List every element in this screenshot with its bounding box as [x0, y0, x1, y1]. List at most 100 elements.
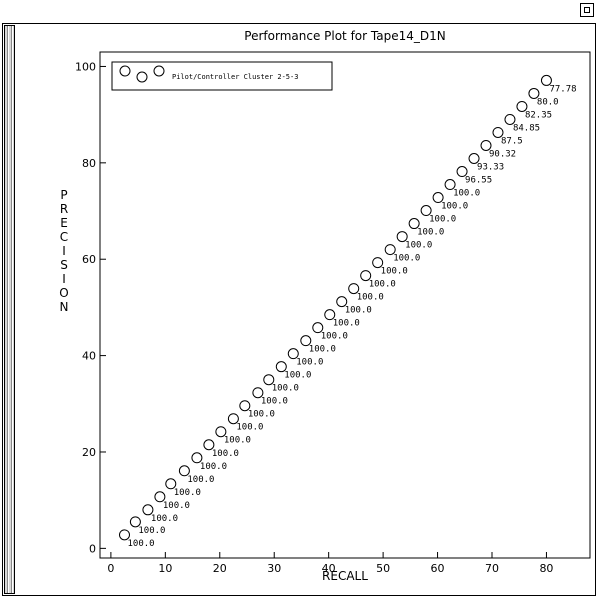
data-point [348, 283, 360, 295]
data-point [227, 413, 239, 425]
data-point-label: 80.0 [537, 97, 559, 107]
data-point [444, 179, 456, 191]
data-point-label: 100.0 [163, 501, 190, 511]
y-tick-label: 60 [82, 253, 96, 266]
data-point-label: 100.0 [357, 293, 384, 303]
y-tick-label: 20 [82, 446, 96, 459]
window-restore-icon[interactable] [580, 3, 594, 17]
data-point-label: 93.33 [477, 163, 504, 173]
x-tick-label: 40 [322, 562, 336, 575]
data-point-label: 100.0 [321, 332, 348, 342]
data-point [129, 516, 141, 528]
data-point-label: 100.0 [224, 436, 251, 446]
y-axis-title-letter: S [60, 258, 68, 272]
data-point-label: 100.0 [393, 254, 420, 264]
data-point [456, 166, 468, 178]
data-point-label: 100.0 [236, 423, 263, 433]
data-point [480, 139, 492, 151]
window-restore-icon-inner [584, 7, 590, 13]
data-point [492, 126, 504, 138]
data-point-label: 82.35 [525, 110, 552, 120]
data-point [203, 439, 215, 451]
data-point [142, 504, 154, 516]
x-tick-label: 20 [213, 562, 227, 575]
x-tick-label: 30 [267, 562, 281, 575]
data-point-label: 100.0 [212, 449, 239, 459]
data-point [408, 218, 420, 230]
data-point [360, 270, 372, 282]
data-point [468, 153, 480, 165]
data-point-label: 100.0 [441, 202, 468, 212]
data-point-label: 100.0 [405, 241, 432, 251]
data-point-label: 100.0 [429, 215, 456, 225]
y-axis-title-letter: I [62, 244, 66, 258]
data-point [191, 452, 203, 464]
plot-area [99, 51, 591, 559]
y-axis-title-letter: I [62, 272, 66, 286]
legend-box [111, 61, 333, 91]
data-point-label: 100.0 [296, 358, 323, 368]
data-point-label: 90.32 [489, 149, 516, 159]
data-point-label: 100.0 [174, 488, 201, 498]
data-point-label: 84.85 [513, 123, 540, 133]
x-tick-label: 10 [158, 562, 172, 575]
x-tick-label: 70 [485, 562, 499, 575]
data-point-label: 100.0 [128, 539, 155, 549]
axis-ticks: 0 10 20 30 40 50 60 70 80 0 20 40 60 80 100 [75, 60, 553, 575]
data-point [252, 387, 264, 399]
window-side-scrollbar[interactable] [4, 25, 15, 594]
y-axis-title-letter: N [60, 300, 69, 314]
y-axis-title-letter: O [59, 286, 68, 300]
plot-window-frame [2, 23, 596, 596]
legend-label: Pilot/Controller Cluster 2-5-3 [172, 73, 298, 81]
data-point-label: 87.5 [501, 136, 523, 146]
data-point-label: 100.0 [381, 267, 408, 277]
data-point [396, 231, 408, 243]
data-point [178, 465, 190, 477]
y-tick-label: 0 [89, 542, 96, 555]
y-axis-title-letter: E [60, 216, 68, 230]
data-point-label: 100.0 [345, 306, 372, 316]
data-point [420, 205, 432, 217]
x-tick-label: 60 [431, 562, 445, 575]
data-point [275, 361, 287, 373]
y-axis-title-letter: R [60, 202, 68, 216]
y-tick-label: 100 [75, 60, 96, 73]
legend-marker [136, 71, 148, 83]
chart-title: Performance Plot for Tape14_D1N [244, 29, 445, 43]
x-axis-title: RECALL [322, 569, 368, 583]
data-point [384, 244, 396, 256]
x-tick-label: 50 [376, 562, 390, 575]
y-axis-title-letter: C [60, 230, 68, 244]
data-point-label: 100.0 [309, 345, 336, 355]
data-point-label: 100.0 [200, 462, 227, 472]
data-point [287, 348, 299, 360]
data-point [312, 322, 324, 334]
data-point-label: 96.55 [465, 176, 492, 186]
data-point-label: 100.0 [248, 410, 275, 420]
data-point-label: 100.0 [453, 189, 480, 199]
data-point-label: 100.0 [369, 280, 396, 290]
data-point [215, 426, 227, 438]
data-point [324, 309, 336, 321]
legend-marker [153, 65, 165, 77]
data-point [336, 296, 348, 308]
data-point [263, 374, 275, 386]
data-point [165, 478, 177, 490]
data-point-label: 100.0 [284, 371, 311, 381]
y-tick-label: 80 [82, 157, 96, 170]
y-tick-label: 40 [82, 350, 96, 363]
x-tick-label: 0 [107, 562, 114, 575]
data-point [300, 335, 312, 347]
data-point-label: 100.0 [333, 319, 360, 329]
data-point-label: 77.78 [549, 84, 576, 94]
y-axis-title-letter: P [60, 188, 67, 202]
legend-marker [119, 65, 131, 77]
data-point [432, 192, 444, 204]
data-point [372, 257, 384, 269]
data-point [528, 87, 540, 99]
legend: Pilot/Controller Cluster 2-5-3 [111, 61, 333, 91]
data-point-label: 100.0 [272, 384, 299, 394]
data-point-label: 100.0 [151, 514, 178, 524]
